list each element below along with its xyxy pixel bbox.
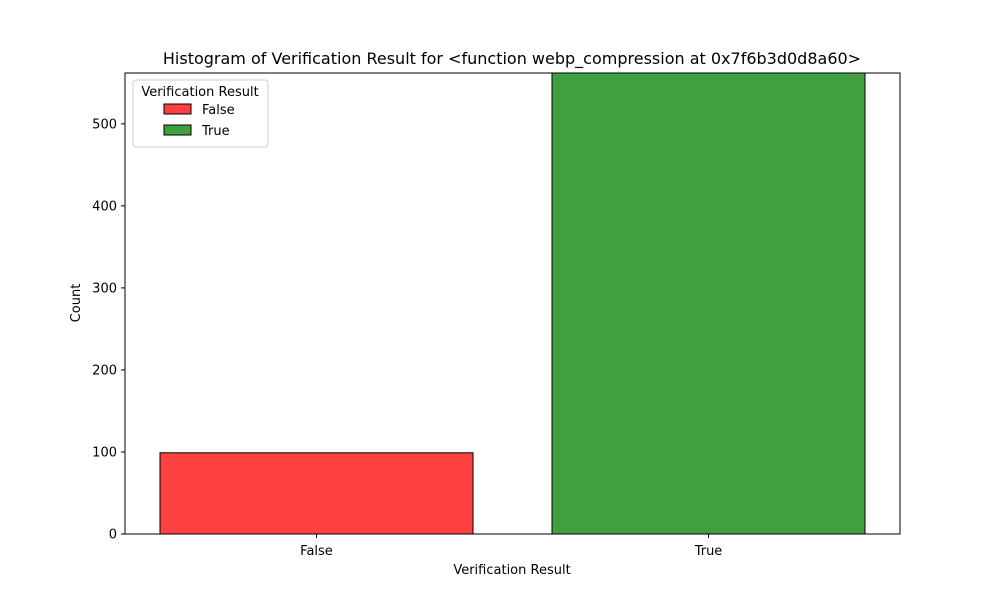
bars-layer [159, 72, 866, 535]
plot-frame [124, 72, 901, 535]
y-tick-label: 200 [92, 363, 117, 378]
legend-swatch-false [163, 103, 192, 115]
y-tick-label: 100 [92, 445, 117, 460]
y-axis-label: Count [69, 284, 84, 323]
legend-title: Verification Result [141, 85, 258, 100]
legend: Verification Result False True [132, 79, 269, 148]
legend-swatch-true [163, 124, 192, 136]
y-tick-label: 0 [109, 528, 117, 543]
y-tick-label: 400 [92, 199, 117, 214]
y-tick-label: 300 [92, 281, 117, 296]
y-ticks: 0 100 200 300 400 500 [92, 117, 125, 543]
x-tick-label: False [300, 544, 333, 559]
x-axis-label: Verification Result [453, 563, 570, 578]
bar-false [159, 452, 474, 535]
chart-title: Histogram of Verification Result for <fu… [163, 49, 861, 69]
bar-true [551, 72, 866, 535]
y-tick-label: 500 [92, 117, 117, 132]
legend-label-true: True [201, 124, 230, 139]
x-ticks: False True [300, 534, 722, 559]
legend-label-false: False [202, 103, 235, 118]
x-tick-label: True [694, 544, 723, 559]
